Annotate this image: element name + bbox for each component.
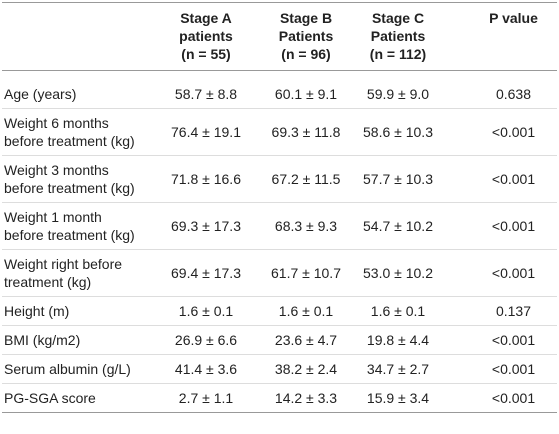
table-cell: 34.7 ± 2.7 xyxy=(366,361,430,377)
table-cell: 69.4 ± 17.3 xyxy=(171,265,241,281)
cell-line: Weight 1 month xyxy=(4,209,102,225)
table-cell: 41.4 ± 3.6 xyxy=(174,361,238,377)
table-cell: 0.137 xyxy=(495,303,532,319)
row-label: Height (m) xyxy=(2,297,152,326)
table-row: Weight 1 month before treatment (kg) 69.3 … xyxy=(2,203,557,250)
table-cell: 69.3 ± 11.8 xyxy=(271,124,341,140)
header-cell: Stage A patients (n = 55) xyxy=(152,3,260,71)
cell-line: P value xyxy=(489,10,538,26)
table-cell: 0.638 xyxy=(495,86,532,102)
cell-line: Weight 6 months xyxy=(4,115,109,131)
table-cell: 76.4 ± 19.1 xyxy=(171,124,241,140)
table-cell: 14.2 ± 3.3 xyxy=(274,390,338,406)
table-cell: 2.7 ± 1.1 xyxy=(178,390,234,406)
row-label: Weight 3 months before treatment (kg) xyxy=(2,156,152,203)
cell-line: Weight 3 months xyxy=(4,162,109,178)
row-label: Weight right before treatment (kg) xyxy=(2,250,152,297)
cell-line: treatment (kg) xyxy=(4,274,92,290)
header-row: Stage A patients (n = 55) Stage B Patients (n… xyxy=(2,2,557,71)
table-cell: 15.9 ± 3.4 xyxy=(366,390,430,406)
table-cell: 1.6 ± 0.1 xyxy=(178,303,234,319)
table-cell: 1.6 ± 0.1 xyxy=(370,303,426,319)
header-cell: P value xyxy=(444,3,557,71)
table-row: Weight 3 months before treatment (kg) 71.8… xyxy=(2,156,557,203)
header-cell xyxy=(2,3,152,71)
table-cell: 61.7 ± 10.7 xyxy=(271,265,341,281)
table-cell: 54.7 ± 10.2 xyxy=(363,218,433,234)
table-cell: 19.8 ± 4.4 xyxy=(366,332,430,348)
table-row: BMI (kg/m2) 26.9 ± 6.6 23.6 ± 4.7 19.8 ± 4.… xyxy=(2,326,557,355)
row-label: Age (years) xyxy=(2,71,152,109)
table-cell: 57.7 ± 10.3 xyxy=(363,171,433,187)
table-row: Height (m) 1.6 ± 0.1 1.6 ± 0.1 1.6 ± 0.1 0.1… xyxy=(2,297,557,326)
table-cell: 23.6 ± 4.7 xyxy=(274,332,338,348)
table-cell: 26.9 ± 6.6 xyxy=(174,332,238,348)
table-cell: 58.7 ± 8.8 xyxy=(174,86,238,102)
table-row: PG-SGA score 2.7 ± 1.1 14.2 ± 3.3 15.9 ± 3.… xyxy=(2,384,557,413)
cell-line: PG-SGA score xyxy=(4,390,96,406)
row-label: Weight 1 month before treatment (kg) xyxy=(2,203,152,250)
table-row: Weight 6 months before treatment (kg) 76.4… xyxy=(2,109,557,156)
table-row: Weight right before treatment (kg) 69.4 ± … xyxy=(2,250,557,297)
cell-line: patients xyxy=(179,28,233,44)
header-cell: Stage B Patients (n = 96) xyxy=(260,3,352,71)
cell-line: (n = 112) xyxy=(369,46,427,62)
table-cell: 67.2 ± 11.5 xyxy=(271,171,341,187)
row-label: Weight 6 months before treatment (kg) xyxy=(2,109,152,156)
cell-line: Stage C xyxy=(371,10,425,26)
row-label: Serum albumin (g/L) xyxy=(2,355,152,384)
table-cell: 38.2 ± 2.4 xyxy=(274,361,338,377)
table-cell: 58.6 ± 10.3 xyxy=(363,124,433,140)
cell-line: Age (years) xyxy=(4,86,77,102)
cell-line: before treatment (kg) xyxy=(4,180,135,196)
table-cell: <0.001 xyxy=(491,265,536,281)
table-cell: 60.1 ± 9.1 xyxy=(274,86,338,102)
cell-line: before treatment (kg) xyxy=(4,133,135,149)
data-table: Stage A patients (n = 55) Stage B Patients (n… xyxy=(2,2,557,413)
table-cell: <0.001 xyxy=(491,361,536,377)
cell-line: before treatment (kg) xyxy=(4,227,135,243)
table-cell: <0.001 xyxy=(491,171,536,187)
table-cell: <0.001 xyxy=(491,218,536,234)
table-body: Age (years) 58.7 ± 8.8 60.1 ± 9.1 59.9 ± 9.… xyxy=(2,71,557,413)
table-row: Serum albumin (g/L) 41.4 ± 3.6 38.2 ± 2.4 3… xyxy=(2,355,557,384)
row-label: BMI (kg/m2) xyxy=(2,326,152,355)
cell-line: (n = 96) xyxy=(281,46,331,62)
cell-line: Weight right before xyxy=(4,256,123,272)
table-cell: 68.3 ± 9.3 xyxy=(274,218,338,234)
cell-line: BMI (kg/m2) xyxy=(4,332,81,348)
table-row: Age (years) 58.7 ± 8.8 60.1 ± 9.1 59.9 ± 9.… xyxy=(2,71,557,109)
cell-line: Patients xyxy=(278,28,334,44)
cell-line: (n = 55) xyxy=(181,46,231,62)
cell-line: Serum albumin (g/L) xyxy=(4,361,131,377)
cell-line: Patients xyxy=(370,28,426,44)
cell-line: Height (m) xyxy=(4,303,70,319)
row-label: PG-SGA score xyxy=(2,384,152,413)
table-cell: 69.3 ± 17.3 xyxy=(171,218,241,234)
cell-line: Stage B xyxy=(279,10,333,26)
table-cell: <0.001 xyxy=(491,390,536,406)
table-cell: 71.8 ± 16.6 xyxy=(171,171,241,187)
table-cell: 1.6 ± 0.1 xyxy=(278,303,334,319)
table-cell: 59.9 ± 9.0 xyxy=(366,86,430,102)
cell-line: Stage A xyxy=(180,10,232,26)
table-cell: <0.001 xyxy=(491,124,536,140)
table-cell: <0.001 xyxy=(491,332,536,348)
header-cell: Stage C Patients (n = 112) xyxy=(352,3,444,71)
table-cell: 53.0 ± 10.2 xyxy=(363,265,433,281)
